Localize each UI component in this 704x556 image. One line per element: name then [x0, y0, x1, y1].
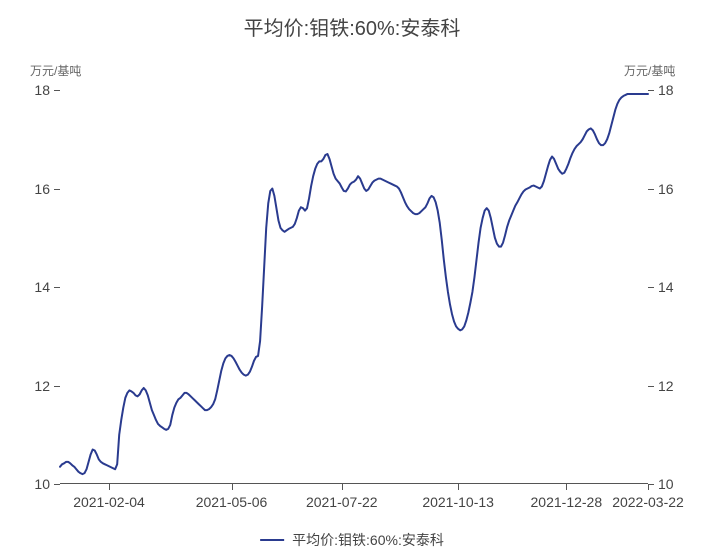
y-right-tick-mark	[648, 386, 654, 387]
chart-title: 平均价:钼铁:60%:安泰科	[0, 12, 704, 41]
x-tick-mark	[458, 484, 459, 490]
x-tick-mark	[109, 484, 110, 490]
y-left-tick-label: 12	[34, 378, 50, 394]
left-axis-unit: 万元/基吨	[30, 62, 81, 79]
x-tick-label: 2021-07-22	[306, 494, 378, 510]
y-left-tick-label: 18	[34, 82, 50, 98]
y-left-tick-mark	[54, 287, 60, 288]
y-left-tick-label: 16	[34, 181, 50, 197]
y-right-tick-mark	[648, 287, 654, 288]
y-right-tick-mark	[648, 189, 654, 190]
x-tick-mark	[648, 484, 649, 490]
y-right-tick-label: 10	[658, 476, 674, 492]
x-tick-label: 2021-12-28	[531, 494, 603, 510]
x-tick-label: 2022-03-22	[612, 494, 684, 510]
line-series	[60, 90, 648, 484]
y-right-tick-label: 18	[658, 82, 674, 98]
plot-area	[60, 90, 648, 484]
y-left-tick-label: 14	[34, 279, 50, 295]
price-chart: 平均价:钼铁:60%:安泰科 万元/基吨 万元/基吨 平均价:钼铁:60%:安泰…	[0, 0, 704, 556]
y-right-tick-label: 16	[658, 181, 674, 197]
x-tick-label: 2021-05-06	[196, 494, 268, 510]
right-axis-unit: 万元/基吨	[624, 62, 675, 79]
y-left-tick-mark	[54, 90, 60, 91]
x-tick-label: 2021-10-13	[422, 494, 494, 510]
y-right-tick-mark	[648, 90, 654, 91]
x-tick-mark	[566, 484, 567, 490]
legend-line-icon	[260, 539, 284, 541]
y-right-tick-label: 12	[658, 378, 674, 394]
x-tick-mark	[342, 484, 343, 490]
y-left-tick-mark	[54, 189, 60, 190]
x-tick-label: 2021-02-04	[73, 494, 145, 510]
y-right-tick-label: 14	[658, 279, 674, 295]
y-left-tick-label: 10	[34, 476, 50, 492]
y-left-tick-mark	[54, 484, 60, 485]
legend: 平均价:钼铁:60%:安泰科	[260, 530, 444, 550]
legend-label: 平均价:钼铁:60%:安泰科	[292, 530, 444, 550]
y-left-tick-mark	[54, 386, 60, 387]
x-tick-mark	[232, 484, 233, 490]
